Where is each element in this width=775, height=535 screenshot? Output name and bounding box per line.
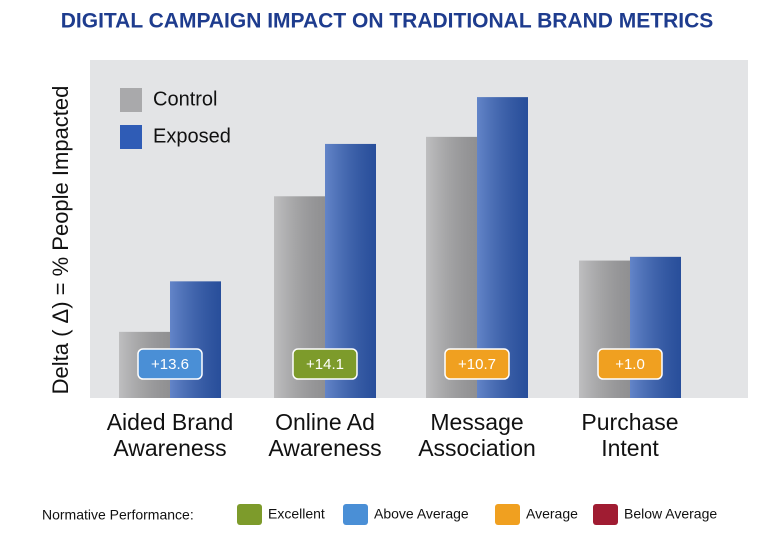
chart-title: DIGITAL CAMPAIGN IMPACT ON TRADITIONAL B… [61, 10, 714, 33]
normative-swatch [343, 504, 368, 525]
bar [170, 281, 221, 398]
delta-badge [597, 348, 663, 380]
x-tick-label: Online Ad Awareness [268, 409, 382, 461]
legend-label: Control [153, 88, 217, 110]
delta-label: +14.1 [306, 356, 344, 373]
normative-label: Average [526, 506, 578, 522]
normative-label: Excellent [268, 506, 325, 522]
delta-label: +1.0 [615, 356, 645, 373]
legend-swatch [120, 125, 142, 149]
delta-badge [292, 348, 358, 380]
x-tick-label: Aided Brand Awareness [106, 409, 234, 461]
normative-label: Above Average [374, 506, 469, 522]
legend-label: Exposed [153, 125, 231, 147]
legend-swatch [120, 88, 142, 112]
normative-swatch [237, 504, 262, 525]
normative-swatch [593, 504, 618, 525]
normative-label: Below Average [624, 506, 717, 522]
normative-title: Normative Performance: [42, 507, 194, 523]
x-tick-label: Purchase Intent [581, 409, 679, 461]
y-axis-label: Delta ( Δ) = % People Impacted [48, 86, 73, 395]
x-tick-label: Message Association [418, 409, 536, 461]
normative-swatch [495, 504, 520, 525]
delta-label: +13.6 [151, 356, 189, 373]
delta-badge [444, 348, 510, 380]
delta-label: +10.7 [458, 356, 496, 373]
delta-badge [137, 348, 203, 380]
